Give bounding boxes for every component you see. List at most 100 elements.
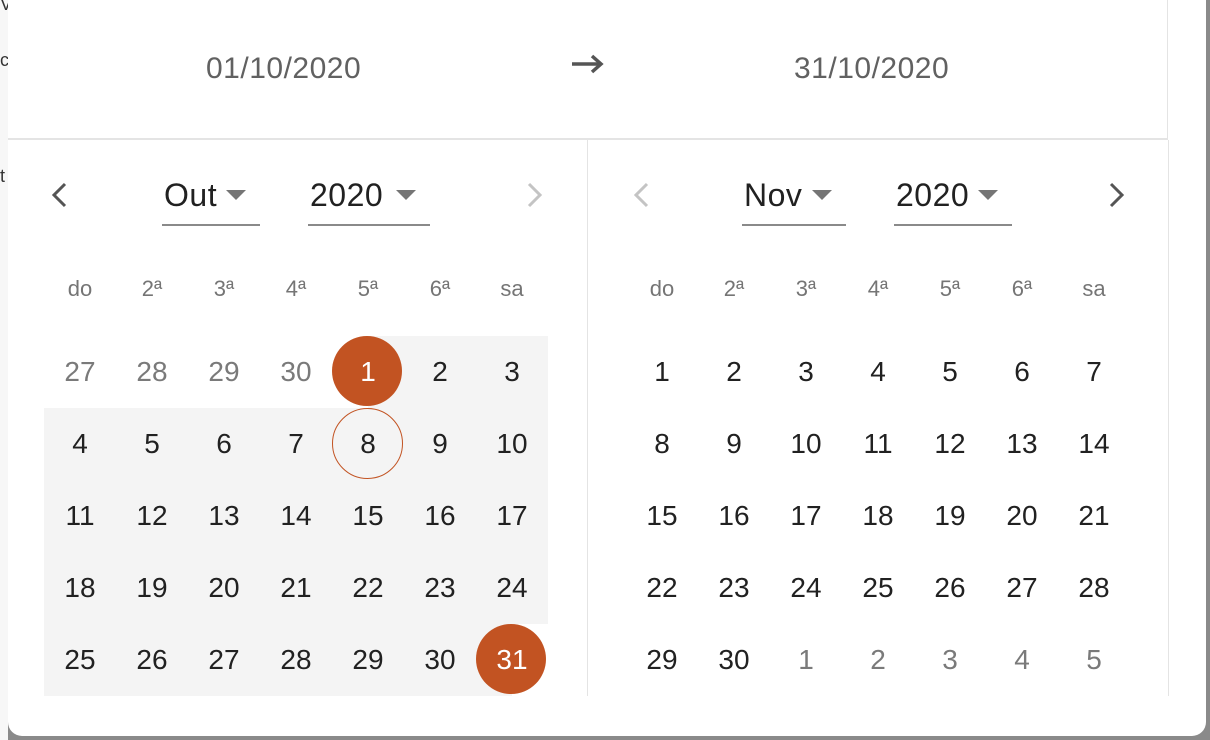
calendar-day[interactable]: 21 (260, 552, 332, 624)
calendar-day[interactable]: 20 (986, 480, 1058, 552)
calendar-day[interactable]: 15 (332, 480, 404, 552)
calendar-day[interactable]: 5 (1058, 624, 1130, 696)
calendar-day[interactable]: 5 (116, 408, 188, 480)
end-date-display[interactable]: 31/10/2020 (794, 52, 950, 85)
calendar-day[interactable]: 4 (842, 336, 914, 408)
calendar-panel-october: Out 2020 do 2ª 3ª 4ª 5ª 6ª sa 27 28 29 30 1 2… (8, 140, 587, 696)
month-select[interactable]: Out (162, 170, 260, 226)
calendar-day[interactable]: 4 (986, 624, 1058, 696)
calendar-day-label: 25 (64, 644, 96, 675)
caret-down-icon (396, 190, 416, 200)
calendar-day[interactable]: 12 (116, 480, 188, 552)
calendar-day[interactable]: 9 (698, 408, 770, 480)
year-select[interactable]: 2020 (308, 170, 430, 226)
calendar-day-label: 27 (208, 644, 240, 675)
calendar-day[interactable]: 19 (116, 552, 188, 624)
calendar-day[interactable]: 26 (914, 552, 986, 624)
calendar-day[interactable]: 9 (404, 408, 476, 480)
calendar-day-label: 3 (942, 644, 958, 675)
calendar-day[interactable]: 20 (188, 552, 260, 624)
calendar-day[interactable]: 10 (770, 408, 842, 480)
calendar-day[interactable]: 18 (842, 480, 914, 552)
selected-day-marker (476, 624, 546, 694)
calendar-day[interactable]: 1 (770, 624, 842, 696)
calendar-day[interactable]: 3 (914, 624, 986, 696)
calendar-day[interactable]: 4 (44, 408, 116, 480)
calendar-day[interactable]: 29 (188, 336, 260, 408)
calendar-day[interactable]: 1 (626, 336, 698, 408)
calendar-day[interactable]: 19 (914, 480, 986, 552)
calendar-day-label: 14 (1078, 428, 1110, 459)
calendar-day[interactable]: 1 (332, 336, 404, 408)
calendar-day[interactable]: 16 (404, 480, 476, 552)
calendar-day[interactable]: 17 (770, 480, 842, 552)
calendar-day[interactable]: 31 (476, 624, 548, 696)
selected-day-marker (332, 336, 402, 406)
calendar-day[interactable]: 23 (404, 552, 476, 624)
calendar-day[interactable]: 13 (986, 408, 1058, 480)
calendar-day[interactable]: 11 (44, 480, 116, 552)
calendar-day[interactable]: 6 (188, 408, 260, 480)
month-select[interactable]: Nov (742, 170, 846, 226)
calendar-day[interactable]: 13 (188, 480, 260, 552)
calendar-day[interactable]: 25 (842, 552, 914, 624)
calendar-day[interactable]: 21 (1058, 480, 1130, 552)
weekday-label: 3ª (213, 276, 235, 301)
weekday-label: 6ª (1011, 276, 1033, 301)
calendar-day[interactable]: 18 (44, 552, 116, 624)
year-select[interactable]: 2020 (894, 170, 1012, 226)
calendar-day-label: 2 (726, 356, 742, 387)
calendar-day-label: 5 (942, 356, 958, 387)
calendar-day[interactable]: 29 (332, 624, 404, 696)
calendar-day[interactable]: 30 (260, 336, 332, 408)
calendar-day[interactable]: 24 (476, 552, 548, 624)
calendar-day[interactable]: 2 (698, 336, 770, 408)
calendar-day[interactable]: 28 (260, 624, 332, 696)
next-month-button[interactable] (518, 180, 548, 210)
background-text-fragment: t (0, 166, 6, 186)
calendar-day[interactable]: 22 (626, 552, 698, 624)
calendar-day-label: 14 (280, 500, 312, 531)
calendar-day[interactable]: 29 (626, 624, 698, 696)
calendar-day[interactable]: 12 (914, 408, 986, 480)
calendar-day[interactable]: 27 (188, 624, 260, 696)
calendar-day[interactable]: 3 (770, 336, 842, 408)
calendar-day-label: 12 (136, 500, 168, 531)
calendar-day[interactable]: 5 (914, 336, 986, 408)
calendar-day[interactable]: 23 (698, 552, 770, 624)
calendar-day[interactable]: 27 (986, 552, 1058, 624)
previous-month-button[interactable] (628, 180, 658, 210)
calendar-day[interactable]: 30 (404, 624, 476, 696)
calendar-day[interactable]: 28 (116, 336, 188, 408)
calendar-day[interactable]: 7 (260, 408, 332, 480)
start-date-display[interactable]: 01/10/2020 (206, 52, 362, 85)
calendar-day[interactable]: 30 (698, 624, 770, 696)
calendar-day[interactable]: 14 (260, 480, 332, 552)
calendar-day[interactable]: 6 (986, 336, 1058, 408)
calendar-day[interactable]: 16 (698, 480, 770, 552)
calendar-day[interactable]: 22 (332, 552, 404, 624)
calendar-day[interactable]: 17 (476, 480, 548, 552)
calendar-day[interactable]: 8 (332, 408, 404, 480)
arrow-right-icon (572, 54, 604, 74)
calendar-day[interactable]: 25 (44, 624, 116, 696)
calendar-day-label: 1 (798, 644, 814, 675)
calendar-day[interactable]: 8 (626, 408, 698, 480)
calendar-day[interactable]: 26 (116, 624, 188, 696)
calendar-day[interactable]: 10 (476, 408, 548, 480)
calendar-day-label: 1 (654, 356, 670, 387)
calendar-day[interactable]: 15 (626, 480, 698, 552)
calendar-day[interactable]: 14 (1058, 408, 1130, 480)
caret-down-icon (978, 190, 998, 200)
calendar-day[interactable]: 24 (770, 552, 842, 624)
calendar-day[interactable]: 2 (404, 336, 476, 408)
calendar-day[interactable]: 7 (1058, 336, 1130, 408)
calendar-day[interactable]: 2 (842, 624, 914, 696)
next-month-button[interactable] (1100, 180, 1130, 210)
calendar-day[interactable]: 11 (842, 408, 914, 480)
today-marker (332, 408, 403, 479)
calendar-day[interactable]: 28 (1058, 552, 1130, 624)
calendar-day[interactable]: 27 (44, 336, 116, 408)
previous-month-button[interactable] (46, 180, 76, 210)
calendar-day[interactable]: 3 (476, 336, 548, 408)
